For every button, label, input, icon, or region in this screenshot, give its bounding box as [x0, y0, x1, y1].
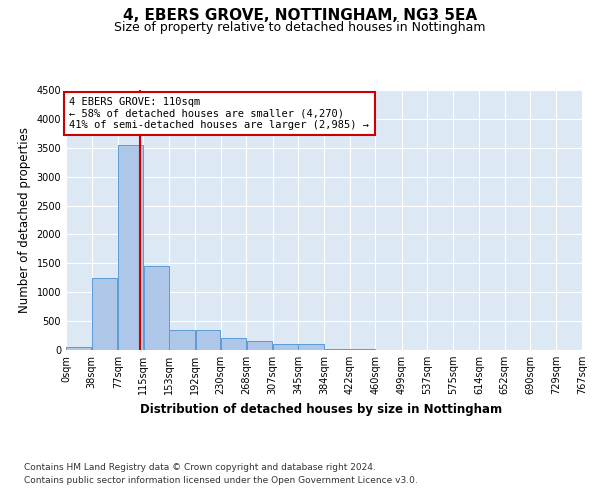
Text: Contains public sector information licensed under the Open Government Licence v3: Contains public sector information licen… — [24, 476, 418, 485]
Text: 4 EBERS GROVE: 110sqm
← 58% of detached houses are smaller (4,270)
41% of semi-d: 4 EBERS GROVE: 110sqm ← 58% of detached … — [70, 97, 370, 130]
Text: Distribution of detached houses by size in Nottingham: Distribution of detached houses by size … — [140, 402, 502, 415]
Bar — [247, 342, 272, 350]
Bar — [144, 266, 169, 350]
Bar — [273, 344, 298, 350]
Text: Size of property relative to detached houses in Nottingham: Size of property relative to detached ho… — [114, 21, 486, 34]
Text: 4, EBERS GROVE, NOTTINGHAM, NG3 5EA: 4, EBERS GROVE, NOTTINGHAM, NG3 5EA — [123, 8, 477, 22]
Bar — [67, 347, 91, 350]
Bar — [221, 338, 246, 350]
Y-axis label: Number of detached properties: Number of detached properties — [18, 127, 31, 313]
Bar — [118, 145, 143, 350]
Bar — [325, 349, 350, 350]
Bar — [350, 349, 375, 350]
Bar — [92, 278, 118, 350]
Bar — [196, 330, 220, 350]
Bar — [169, 330, 195, 350]
Text: Contains HM Land Registry data © Crown copyright and database right 2024.: Contains HM Land Registry data © Crown c… — [24, 462, 376, 471]
Bar — [298, 344, 324, 350]
